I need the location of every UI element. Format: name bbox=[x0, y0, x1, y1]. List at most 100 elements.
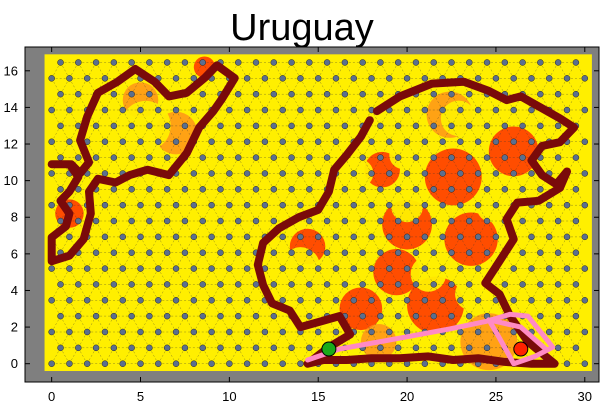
lattice-node bbox=[492, 170, 500, 177]
lattice-node bbox=[92, 281, 100, 288]
lattice-node bbox=[421, 75, 429, 82]
lattice-node bbox=[377, 154, 384, 161]
lattice-node bbox=[332, 233, 340, 241]
lattice-node bbox=[101, 360, 109, 367]
lattice-node bbox=[155, 106, 162, 114]
lattice-node bbox=[439, 233, 446, 241]
lattice-node bbox=[501, 154, 509, 161]
lattice-node bbox=[119, 201, 126, 209]
lattice-node bbox=[163, 186, 171, 193]
lattice-node bbox=[563, 265, 571, 272]
lattice-node bbox=[101, 297, 109, 304]
lattice-node bbox=[270, 344, 278, 352]
wall-central-region bbox=[253, 77, 579, 368]
lattice-node bbox=[199, 59, 206, 66]
lattice-node bbox=[572, 90, 580, 98]
lattice-node bbox=[128, 312, 135, 320]
lattice-node bbox=[92, 154, 100, 161]
lattice-node bbox=[306, 344, 313, 352]
lattice-node bbox=[341, 59, 349, 66]
lattice-node bbox=[492, 106, 500, 114]
lattice-node bbox=[332, 75, 340, 82]
lattice-node bbox=[279, 328, 286, 336]
lattice-node bbox=[288, 249, 295, 256]
lattice-node bbox=[581, 201, 589, 209]
lattice-node bbox=[323, 154, 331, 161]
lattice-node bbox=[172, 106, 180, 114]
lattice-node bbox=[101, 138, 109, 145]
lattice-node bbox=[403, 170, 411, 177]
lattice-node bbox=[279, 75, 286, 82]
lattice-node bbox=[226, 138, 233, 145]
lattice-node bbox=[66, 106, 73, 114]
lattice-node bbox=[172, 328, 180, 336]
lattice-node bbox=[279, 297, 286, 304]
lattice-node bbox=[377, 217, 384, 225]
lattice-node bbox=[430, 312, 437, 320]
lattice-node bbox=[537, 217, 544, 225]
lattice-node bbox=[270, 281, 278, 288]
y-tick-label: 0 bbox=[11, 356, 18, 371]
lattice-node bbox=[368, 138, 375, 145]
lattice-node bbox=[217, 122, 224, 130]
bright-clearing bbox=[476, 190, 509, 223]
lattice-node bbox=[563, 201, 571, 209]
lattice-node bbox=[466, 90, 473, 98]
lattice-node bbox=[279, 138, 286, 145]
lattice-node bbox=[217, 344, 224, 352]
lattice-node bbox=[155, 265, 162, 272]
lattice-node bbox=[581, 106, 589, 114]
lattice-node bbox=[403, 265, 411, 272]
lattice-node bbox=[554, 122, 562, 130]
lattice-node bbox=[323, 281, 331, 288]
lattice-node bbox=[172, 265, 180, 272]
lattice-node bbox=[430, 122, 437, 130]
lattice-node bbox=[474, 201, 482, 209]
lattice-node bbox=[572, 186, 580, 193]
lattice-node bbox=[563, 360, 571, 367]
lattice-node bbox=[563, 297, 571, 304]
lattice-node bbox=[457, 201, 464, 209]
lattice-node bbox=[190, 265, 198, 272]
lattice-node bbox=[421, 297, 429, 304]
lattice-node bbox=[448, 59, 455, 66]
lattice-node bbox=[208, 328, 215, 336]
lattice-node bbox=[474, 233, 482, 241]
lattice-node bbox=[314, 297, 322, 304]
start-marker bbox=[321, 341, 337, 357]
lattice-node bbox=[217, 154, 224, 161]
lattice-node bbox=[217, 281, 224, 288]
lattice-node bbox=[581, 233, 589, 241]
lattice-node bbox=[323, 217, 331, 225]
lattice-node bbox=[252, 90, 260, 98]
lattice-node bbox=[554, 217, 562, 225]
lattice-edges bbox=[51, 62, 586, 364]
lattice-node bbox=[483, 122, 491, 130]
lattice-node bbox=[155, 328, 162, 336]
lattice-node bbox=[430, 344, 437, 352]
lattice-node bbox=[128, 281, 135, 288]
lattice-node bbox=[386, 138, 393, 145]
lattice-node bbox=[483, 249, 491, 256]
lattice-node bbox=[528, 138, 535, 145]
lattice-node bbox=[563, 328, 571, 336]
lattice-node bbox=[306, 122, 313, 130]
lattice-node bbox=[261, 138, 269, 145]
x-tick-label: 10 bbox=[222, 389, 236, 404]
lattice-node bbox=[119, 106, 126, 114]
lattice-node bbox=[457, 265, 464, 272]
lattice-node bbox=[181, 186, 189, 193]
lattice-node bbox=[226, 360, 233, 367]
lattice-node bbox=[537, 122, 544, 130]
lattice-node bbox=[128, 122, 135, 130]
lattice-node bbox=[288, 186, 295, 193]
lattice-node bbox=[563, 106, 571, 114]
lattice-node bbox=[163, 59, 171, 66]
lattice-node bbox=[306, 90, 313, 98]
lattice-node bbox=[83, 328, 91, 336]
lattice-node bbox=[92, 312, 100, 320]
lattice-node bbox=[146, 249, 153, 256]
lattice-node bbox=[128, 59, 135, 66]
lattice-node bbox=[439, 297, 446, 304]
lattice-node bbox=[208, 233, 215, 241]
